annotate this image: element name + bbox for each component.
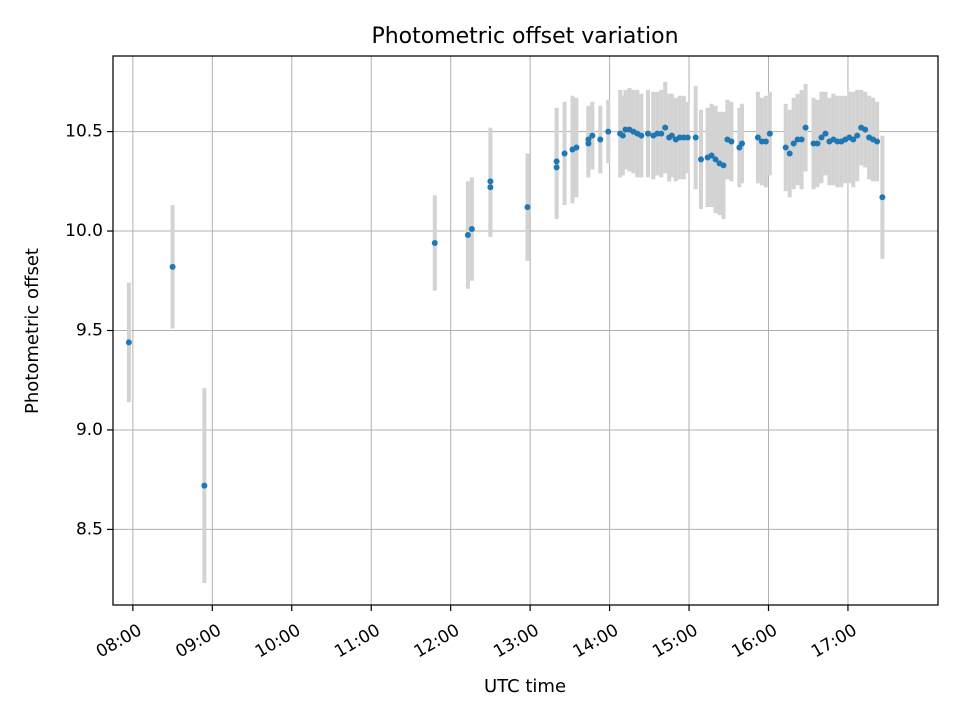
data-point <box>585 136 592 143</box>
data-point <box>605 128 612 135</box>
x-tick-label: 12:00 <box>411 620 463 662</box>
data-point <box>692 134 699 141</box>
data-point <box>684 134 691 141</box>
data-point <box>169 263 176 270</box>
data-point <box>487 178 494 185</box>
data-point <box>728 138 735 145</box>
data-point <box>589 132 596 139</box>
data-point <box>874 138 881 145</box>
data-point <box>573 144 580 151</box>
data-point <box>739 140 746 147</box>
data-point <box>782 144 789 151</box>
data-point <box>766 130 773 137</box>
data-point <box>814 140 821 147</box>
y-tick-label: 10.0 <box>65 221 103 241</box>
data-point <box>802 124 809 131</box>
x-axis-label: UTC time <box>484 676 566 697</box>
data-point <box>468 226 475 233</box>
data-point <box>553 164 560 171</box>
data-point <box>850 136 857 143</box>
x-tick-label: 15:00 <box>649 620 701 662</box>
data-point <box>201 482 208 489</box>
data-points <box>125 124 886 489</box>
data-point <box>762 138 769 145</box>
y-tick-label: 9.0 <box>76 420 103 440</box>
data-point <box>662 124 669 131</box>
x-tick-label: 08:00 <box>93 620 145 662</box>
data-point <box>464 232 471 239</box>
y-tick-label: 9.5 <box>76 321 103 341</box>
data-point <box>708 152 715 159</box>
x-tick-label: 13:00 <box>490 620 542 662</box>
x-tick-label: 14:00 <box>570 620 622 662</box>
chart-title: Photometric offset variation <box>371 24 678 49</box>
y-axis-label: Photometric offset <box>22 248 43 414</box>
data-point <box>862 126 869 133</box>
data-point <box>487 184 494 191</box>
data-point <box>561 150 568 157</box>
data-point <box>658 130 665 137</box>
data-point <box>790 140 797 147</box>
data-point <box>720 162 727 169</box>
x-tick-label: 09:00 <box>172 620 224 662</box>
data-point <box>754 134 761 141</box>
data-point <box>786 150 793 157</box>
data-point <box>854 132 861 139</box>
data-point <box>818 134 825 141</box>
x-tick-label: 16:00 <box>729 620 781 662</box>
data-point <box>798 136 805 143</box>
data-point <box>553 158 560 165</box>
data-point <box>879 194 886 201</box>
data-point <box>597 136 604 143</box>
x-tick-label: 10:00 <box>252 620 304 662</box>
y-tick-label: 8.5 <box>76 519 103 539</box>
y-tick-label: 10.5 <box>65 122 103 142</box>
data-point <box>125 339 132 346</box>
data-point <box>431 239 438 246</box>
data-point <box>619 132 626 139</box>
x-axis-ticks: 08:00 09:00 10:00 11:00 12:00 13:00 14:00 15:00… <box>93 605 860 662</box>
data-point <box>668 132 675 139</box>
data-point <box>644 130 651 137</box>
data-point <box>524 204 531 211</box>
x-tick-label: 17:00 <box>808 620 860 662</box>
data-point <box>638 132 645 139</box>
data-point <box>822 130 829 137</box>
data-point <box>712 156 719 163</box>
error-bars <box>126 81 885 584</box>
y-axis-ticks: 8.5 9.0 9.5 10.0 10.5 <box>65 122 113 539</box>
data-point <box>697 156 704 163</box>
x-tick-label: 11:00 <box>331 620 383 662</box>
